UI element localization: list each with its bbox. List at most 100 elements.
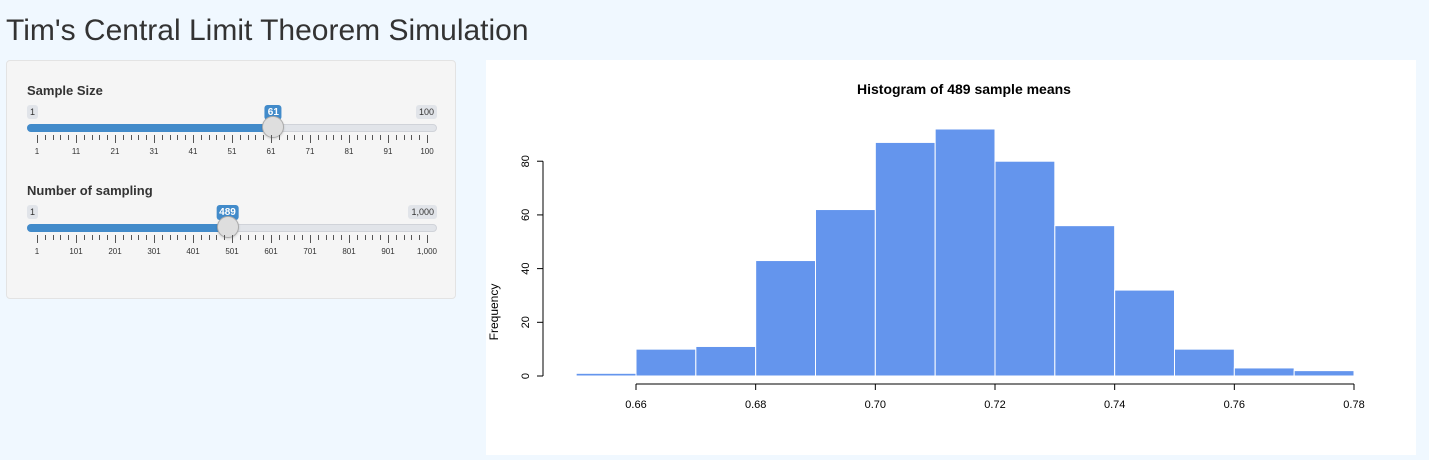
slider-minor-tick [161,135,163,140]
slider-minor-tick [411,235,413,240]
slider-minor-tick [224,235,226,240]
y-tick-label: 40 [520,262,532,274]
slider-minor-tick [364,235,366,240]
slider-minor-tick [395,135,397,140]
slider-minor-tick [177,235,179,240]
slider-handle[interactable] [216,216,239,238]
slider-minor-tick [247,235,249,240]
slider-fill [27,224,228,232]
slider-minor-tick [364,135,366,140]
slider-minor-tick [169,135,171,140]
bars-group [575,128,1355,377]
slider-minor-tick [200,235,202,240]
slider-minor-tick [161,235,163,240]
y-tick-label: 0 [520,373,532,379]
histogram-bar [635,348,697,377]
histogram-bar [755,260,816,377]
slider-tick [427,235,428,243]
slider-max-label: 100 [415,105,437,119]
slider-minor-tick [91,135,93,140]
slider-min-label: 1 [27,105,39,119]
slider-minor-tick [83,135,85,140]
slider-tick [310,135,311,143]
slider-minor-tick [294,235,296,240]
histogram-bar [815,209,876,377]
slider-tick-label: 301 [147,247,161,256]
slider-minor-tick [380,235,382,240]
y-axis: 0 20 40 60 80 [520,155,544,379]
slider-minor-tick [333,235,335,240]
slider-minor-tick [52,235,54,240]
slider-tick [154,135,155,143]
slider-minor-tick [138,135,140,140]
slider-tick-label: 61 [266,147,276,156]
slider-minor-tick [356,135,358,140]
slider-tick-label: 1 [34,147,40,156]
slider-tick-label: 100 [420,147,434,156]
slider-minor-tick [60,235,62,240]
slider-minor-tick [403,235,405,240]
slider-tick-label: 401 [186,247,200,256]
slider-minor-tick [216,235,218,240]
slider-minor-tick [107,135,109,140]
slider-minor-tick [122,135,124,140]
sample-size-slider[interactable]: 1 100 61 1 11 21 31 41 51 61 71 81 91 100 [27,105,437,175]
slider-tick-label: 1 [34,247,40,256]
slider-minor-tick [130,235,132,240]
slider-minor-tick [138,235,140,240]
slider-minor-tick [177,135,179,140]
slider-tick [154,235,155,243]
chart-title: Histogram of 489 sample means [857,81,1071,97]
slider-tick [388,235,389,243]
slider-minor-tick [372,135,374,140]
x-tick-label: 0.78 [1343,399,1364,411]
slider-minor-tick [255,135,257,140]
slider-tick [349,135,350,143]
slider-minor-tick [419,235,421,240]
slider-minor-tick [419,135,421,140]
y-axis-label: Frequency [487,284,501,341]
slider-minor-tick [60,135,62,140]
num-sampling-slider[interactable]: 1 1,000 489 1 101 201 301 401 501 601 701 801 901… [27,205,437,275]
histogram-bar [1174,348,1235,377]
histogram-bar [994,160,1056,377]
slider-minor-tick [278,135,280,140]
slider-minor-tick [286,135,288,140]
slider-tick-label: 901 [381,247,395,256]
slider-tick [37,235,38,243]
slider-minor-tick [224,135,226,140]
slider-tick-label: 201 [108,247,122,256]
x-tick-label: 0.70 [865,399,886,411]
slider-tick [349,235,350,243]
slider-minor-tick [317,235,319,240]
slider-minor-tick [208,135,210,140]
slider-tick-label: 81 [344,147,354,156]
slider-minor-tick [325,235,327,240]
x-tick-label: 0.76 [1224,399,1245,411]
y-tick-label: 80 [520,155,532,167]
slider-minor-tick [185,135,187,140]
slider-minor-tick [278,235,280,240]
slider-minor-tick [130,135,132,140]
histogram-bar [575,372,637,377]
histogram-svg: Histogram of 489 sample means Frequency … [487,81,1365,411]
slider-minor-tick [317,135,319,140]
histogram-bar [874,141,936,377]
slider-tick-label: 71 [305,147,315,156]
slider-tick-label: 51 [227,147,237,156]
slider-tick [427,135,428,143]
slider-tick-label: 31 [149,147,159,156]
y-tick-label: 60 [520,209,532,221]
slider-minor-tick [122,235,124,240]
histogram-bar [695,345,757,377]
slider-minor-tick [302,135,304,140]
slider-tick [388,135,389,143]
slider-fill [27,124,274,132]
slider-minor-tick [341,135,343,140]
slider-minor-tick [356,235,358,240]
slider-minor-tick [380,135,382,140]
x-tick-label: 0.68 [745,399,766,411]
slider-minor-tick [263,135,265,140]
slider-minor-tick [286,235,288,240]
slider-handle[interactable] [262,116,285,138]
